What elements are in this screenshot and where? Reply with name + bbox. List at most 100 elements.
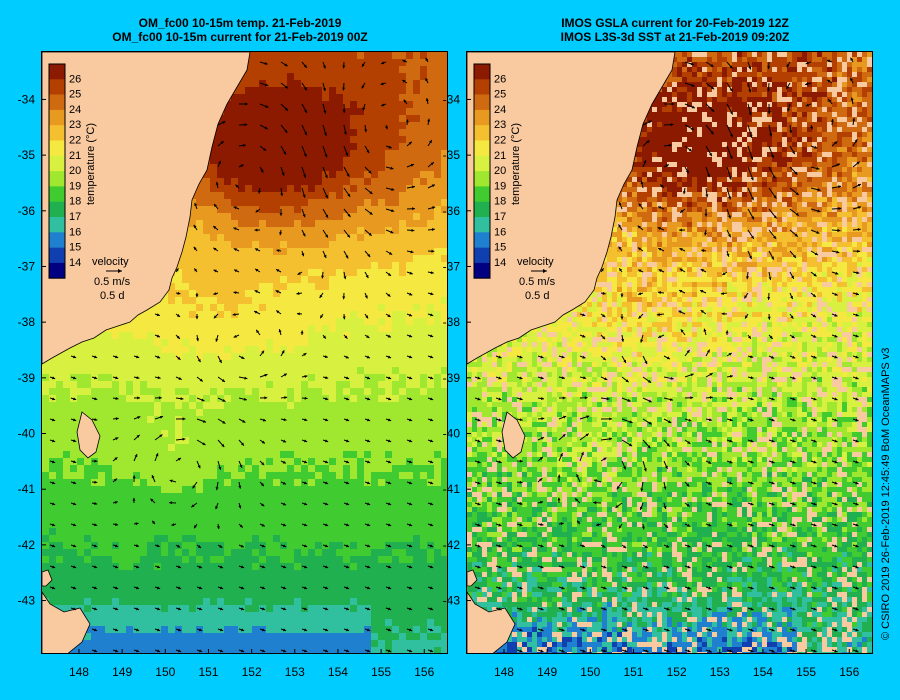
longitude-tick-label: 156 xyxy=(414,665,434,679)
current-arrow xyxy=(516,459,523,463)
current-arrow xyxy=(850,97,854,105)
current-arrow xyxy=(301,352,307,357)
colorbar-tick: 23 xyxy=(494,119,506,131)
current-arrow xyxy=(663,481,667,490)
current-arrow xyxy=(679,268,686,273)
current-arrow xyxy=(516,544,523,548)
current-arrow xyxy=(280,607,287,611)
current-arrow xyxy=(364,208,373,216)
current-arrow xyxy=(259,166,264,173)
current-arrow xyxy=(217,586,224,590)
current-arrow xyxy=(238,649,245,653)
current-arrow xyxy=(217,376,226,383)
current-arrow xyxy=(217,544,223,549)
current-arrow xyxy=(558,544,565,548)
current-arrow xyxy=(238,123,248,127)
current-arrow xyxy=(593,501,602,505)
current-arrow xyxy=(682,187,686,195)
current-arrow xyxy=(516,502,523,506)
current-arrow xyxy=(744,313,749,319)
current-arrow xyxy=(621,544,627,549)
current-arrow xyxy=(259,103,269,108)
current-arrow xyxy=(641,523,645,530)
colorbar-swatch xyxy=(474,140,490,157)
current-arrow xyxy=(301,229,306,237)
current-arrow xyxy=(747,607,754,611)
colorbar-tick: 17 xyxy=(494,211,506,223)
current-arrow xyxy=(175,355,181,361)
current-arrow xyxy=(49,376,56,380)
current-arrow xyxy=(321,271,325,279)
current-arrow xyxy=(91,502,98,506)
current-arrow xyxy=(280,544,287,548)
current-arrow xyxy=(133,376,140,380)
current-arrow xyxy=(322,166,328,179)
forecast-map-panel: 26 25 24 23 22 21 20 19 18 17 16 15 14 temperature (°… xyxy=(41,51,448,654)
current-arrow xyxy=(402,79,408,84)
current-arrow xyxy=(495,355,502,359)
current-arrow xyxy=(278,329,282,336)
current-arrow xyxy=(403,99,408,105)
current-arrow xyxy=(684,649,691,653)
current-arrow xyxy=(385,481,392,485)
current-arrow xyxy=(112,478,118,483)
current-arrow xyxy=(704,208,708,217)
current-arrow xyxy=(280,166,285,176)
current-arrow xyxy=(618,267,623,273)
current-arrow xyxy=(745,271,750,280)
current-arrow xyxy=(810,502,817,506)
current-arrow xyxy=(406,481,413,485)
current-arrow xyxy=(406,313,413,317)
current-arrow xyxy=(385,607,392,611)
current-arrow xyxy=(195,292,199,298)
current-arrow xyxy=(831,207,842,211)
current-arrow xyxy=(705,349,711,357)
current-arrow xyxy=(406,185,416,189)
colorbar-tick: 14 xyxy=(494,257,506,269)
current-arrow xyxy=(621,607,628,611)
current-arrow xyxy=(826,59,833,63)
current-arrow xyxy=(196,649,203,653)
current-arrow xyxy=(385,523,392,527)
current-arrow xyxy=(663,418,672,424)
current-arrow xyxy=(342,61,346,69)
current-arrow xyxy=(663,544,670,548)
current-arrow xyxy=(684,103,696,109)
current-arrow xyxy=(238,523,244,528)
current-arrow xyxy=(810,523,817,527)
current-arrow xyxy=(852,334,859,338)
current-arrow xyxy=(217,628,224,632)
current-arrow xyxy=(301,439,308,443)
current-arrow xyxy=(703,328,707,336)
current-arrow xyxy=(133,355,140,359)
current-arrow xyxy=(852,649,859,653)
landmass xyxy=(42,52,251,653)
current-arrow xyxy=(600,586,607,590)
longitude-tick-label: 150 xyxy=(580,665,600,679)
current-arrow xyxy=(427,249,435,253)
current-arrow xyxy=(364,523,371,527)
current-arrow xyxy=(322,544,329,548)
current-arrow xyxy=(747,544,754,548)
current-arrow xyxy=(558,376,565,380)
colorbar-swatch xyxy=(474,247,490,264)
current-arrow xyxy=(280,373,288,378)
current-arrow xyxy=(789,607,796,611)
current-arrow xyxy=(852,586,859,590)
current-arrow xyxy=(385,124,388,130)
current-arrow xyxy=(364,271,369,279)
longitude-tick-label: 151 xyxy=(623,665,643,679)
current-arrow xyxy=(175,565,182,569)
current-arrow xyxy=(217,418,226,424)
current-arrow xyxy=(495,586,502,590)
current-arrow xyxy=(657,206,665,210)
current-arrow xyxy=(364,586,371,590)
current-arrow xyxy=(495,502,502,506)
current-arrow xyxy=(364,502,371,506)
left-title-line2: OM_fc00 10-15m current for 21-Feb-2019 0… xyxy=(112,30,368,44)
current-arrow xyxy=(322,439,329,443)
current-arrow xyxy=(810,649,817,653)
current-arrow xyxy=(217,649,224,653)
current-arrow xyxy=(768,229,777,240)
current-arrow xyxy=(474,397,481,401)
